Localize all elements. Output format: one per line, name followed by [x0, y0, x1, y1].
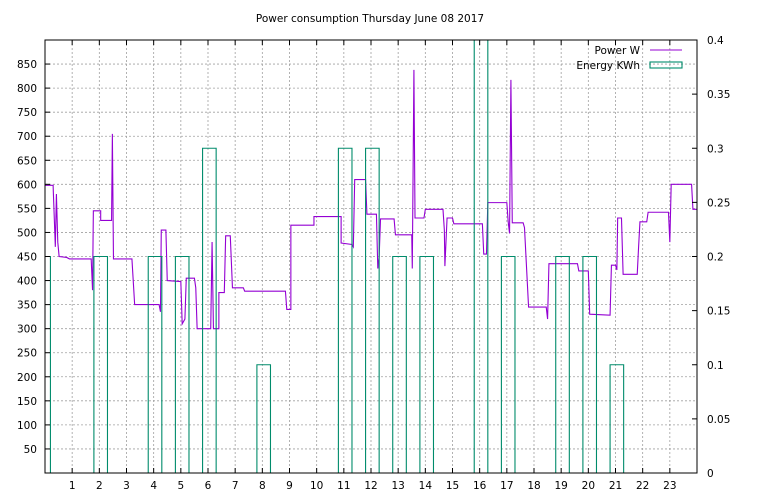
x-tick-label: 21	[609, 480, 622, 492]
x-tick-label: 9	[286, 480, 293, 492]
series-energy-line	[45, 39, 697, 474]
legend-label: Power W	[595, 45, 641, 57]
x-tick-label: 6	[205, 480, 212, 492]
y-tick-label: 400	[17, 276, 37, 288]
x-tick-label: 22	[636, 480, 649, 492]
x-tick-label: 2	[96, 480, 103, 492]
y-tick-label: 850	[17, 59, 37, 71]
x-tick-label: 8	[259, 480, 266, 492]
x-tick-label: 11	[337, 480, 350, 492]
y2-tick-label: 0.2	[707, 252, 724, 264]
grid-lines	[45, 40, 697, 473]
x-tick-label: 15	[446, 480, 459, 492]
y-tick-label: 800	[17, 83, 37, 95]
y2-tick-label: 0.4	[707, 35, 724, 47]
y-tick-label: 700	[17, 131, 37, 143]
legend-swatch	[649, 61, 683, 69]
x-tick-label: 1	[69, 480, 76, 492]
chart-title: Power consumption Thursday June 08 2017	[256, 13, 484, 25]
x-tick-label: 7	[232, 480, 239, 492]
series-power-line	[45, 69, 697, 330]
y-tick-label: 300	[17, 324, 37, 336]
legend-label: Energy KWh	[576, 60, 640, 72]
y2-tick-label: 0.1	[707, 360, 724, 372]
y-tick-label: 100	[17, 420, 37, 432]
y-tick-label: 450	[17, 252, 37, 264]
x-tick-label: 3	[123, 480, 130, 492]
y-tick-label: 600	[17, 179, 37, 191]
y2-tick-label: 0.3	[707, 143, 724, 155]
y-tick-label: 150	[17, 396, 37, 408]
y2-tick-label: 0.05	[707, 414, 730, 426]
y2-tick-label: 0.25	[707, 197, 730, 209]
axes: 1 2 3 4 5 6 7 8 9 10 11 12 13 14 15 16 17 18 19 20 21 22 23501…	[17, 35, 730, 492]
y-tick-label: 50	[24, 444, 37, 456]
x-tick-label: 12	[364, 480, 377, 492]
x-tick-label: 19	[554, 480, 567, 492]
y-tick-label: 550	[17, 203, 37, 215]
x-tick-label: 17	[500, 480, 513, 492]
x-tick-label: 14	[419, 480, 433, 492]
y-tick-label: 250	[17, 348, 37, 360]
x-tick-label: 5	[177, 480, 184, 492]
x-tick-label: 23	[663, 480, 676, 492]
y2-tick-label: 0	[707, 468, 714, 480]
x-tick-label: 13	[391, 480, 404, 492]
series-layer	[45, 39, 697, 474]
y-tick-label: 200	[17, 372, 37, 384]
y-tick-label: 650	[17, 155, 37, 167]
x-tick-label: 4	[150, 480, 157, 492]
x-tick-label: 16	[473, 480, 487, 492]
x-tick-label: 20	[582, 480, 595, 492]
x-tick-label: 10	[310, 480, 323, 492]
y2-tick-label: 0.35	[707, 89, 730, 101]
x-tick-label: 18	[527, 480, 540, 492]
y-tick-label: 750	[17, 107, 37, 119]
legend: Power W Energy KWh	[576, 45, 683, 72]
y2-tick-label: 0.15	[707, 306, 730, 318]
y-tick-label: 500	[17, 227, 37, 239]
y-tick-label: 350	[17, 300, 37, 312]
